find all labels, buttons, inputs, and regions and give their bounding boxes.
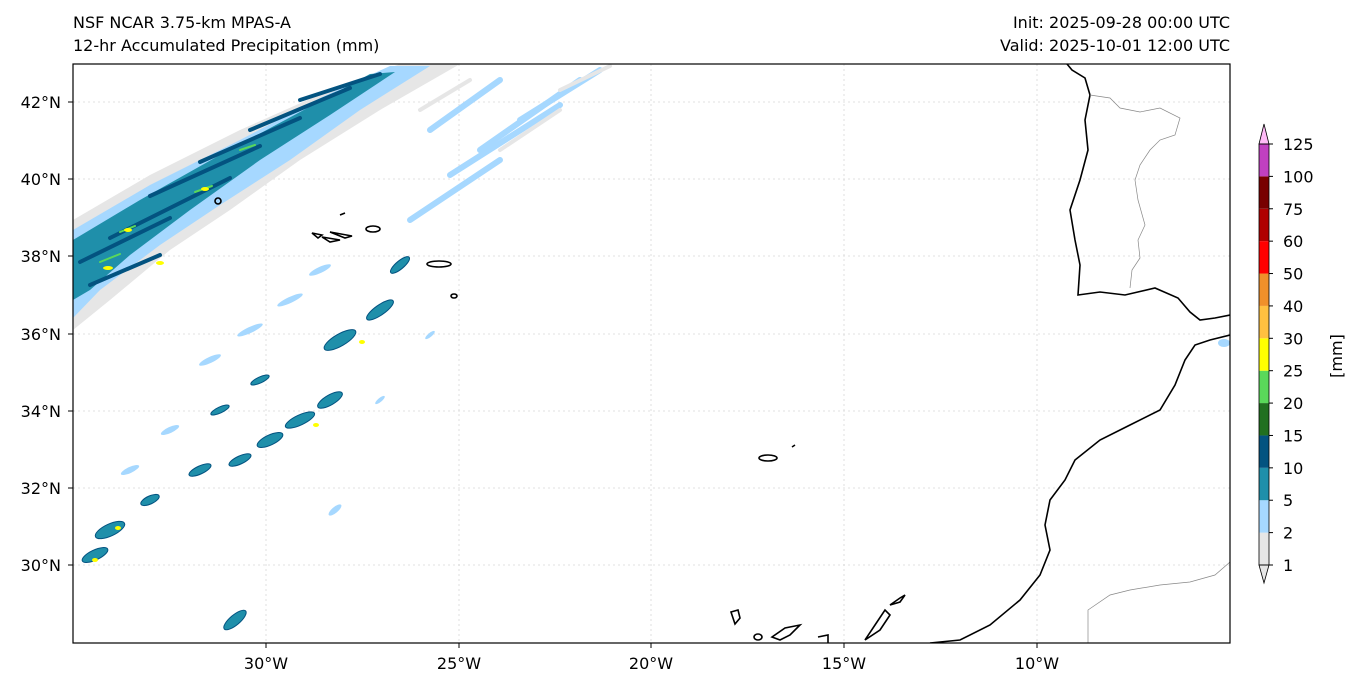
colorbar-outline bbox=[1258, 143, 1270, 566]
colorbar-segment bbox=[1259, 338, 1269, 371]
lat-label: 30°N bbox=[21, 556, 61, 575]
colorbar-tick-label: 50 bbox=[1283, 265, 1303, 284]
colorbar-tick-label: 100 bbox=[1283, 167, 1314, 186]
colorbar-segment bbox=[1259, 532, 1269, 565]
colorbar-segment bbox=[1259, 241, 1269, 274]
colorbar-tick-label: 25 bbox=[1283, 362, 1303, 381]
lat-label: 38°N bbox=[21, 247, 61, 266]
colorbar-tick-label: 20 bbox=[1283, 394, 1303, 413]
lat-label: 36°N bbox=[21, 325, 61, 344]
lon-labels: 30°W 25°W 20°W 15°W 10°W bbox=[244, 654, 1059, 673]
lat-label: 40°N bbox=[21, 170, 61, 189]
colorbar-segment bbox=[1259, 144, 1269, 177]
lat-label: 42°N bbox=[21, 93, 61, 112]
country-borders bbox=[1087, 94, 1230, 643]
init-time: Init: 2025-09-28 00:00 UTC bbox=[1012, 13, 1230, 32]
colorbar-segment bbox=[1259, 370, 1269, 404]
precip-field bbox=[73, 64, 1230, 631]
axis-ticks bbox=[68, 101, 1038, 648]
colorbar-tick-label: 125 bbox=[1283, 135, 1314, 154]
lat-label: 34°N bbox=[21, 402, 61, 421]
colorbar-tick-label: 1 bbox=[1283, 556, 1293, 575]
lat-labels: 42°N 40°N 38°N 36°N 34°N 32°N 30°N bbox=[21, 93, 61, 575]
colorbar-segment bbox=[1259, 500, 1269, 533]
model-title: NSF NCAR 3.75-km MPAS-A bbox=[73, 13, 291, 32]
colorbar-tick-label: 30 bbox=[1283, 329, 1303, 348]
colorbar-extend-low bbox=[1258, 564, 1270, 585]
lon-label: 20°W bbox=[629, 654, 673, 673]
colorbar-tick-label: 10 bbox=[1283, 459, 1303, 478]
colorbar-extend-high bbox=[1258, 123, 1270, 145]
lon-label: 15°W bbox=[822, 654, 866, 673]
colorbar-tick-label: 40 bbox=[1283, 297, 1303, 316]
colorbar-tick-label: 2 bbox=[1283, 524, 1293, 543]
lon-label: 25°W bbox=[437, 654, 481, 673]
colorbar-segment bbox=[1259, 403, 1269, 436]
coastlines bbox=[214, 64, 1230, 643]
colorbar-segment bbox=[1259, 176, 1269, 209]
colorbar-segment bbox=[1259, 208, 1269, 242]
colorbar-segment bbox=[1259, 435, 1269, 468]
valid-time: Valid: 2025-10-01 12:00 UTC bbox=[999, 36, 1230, 55]
lon-label: 10°W bbox=[1015, 654, 1059, 673]
colorbar-tick-label: 5 bbox=[1283, 491, 1293, 510]
colorbar-tick-label: 15 bbox=[1283, 426, 1303, 445]
colorbar-segment bbox=[1259, 467, 1269, 501]
colorbar-tick-label: 60 bbox=[1283, 232, 1303, 251]
colorbar-segment bbox=[1259, 305, 1269, 339]
colorbar-segment bbox=[1259, 273, 1269, 306]
map-area bbox=[73, 64, 1230, 643]
colorbar-tick-label: 75 bbox=[1283, 200, 1303, 219]
lat-label: 32°N bbox=[21, 479, 61, 498]
field-title: 12-hr Accumulated Precipitation (mm) bbox=[73, 36, 380, 55]
colorbar-label: [mm] bbox=[1327, 334, 1346, 378]
lon-label: 30°W bbox=[244, 654, 288, 673]
